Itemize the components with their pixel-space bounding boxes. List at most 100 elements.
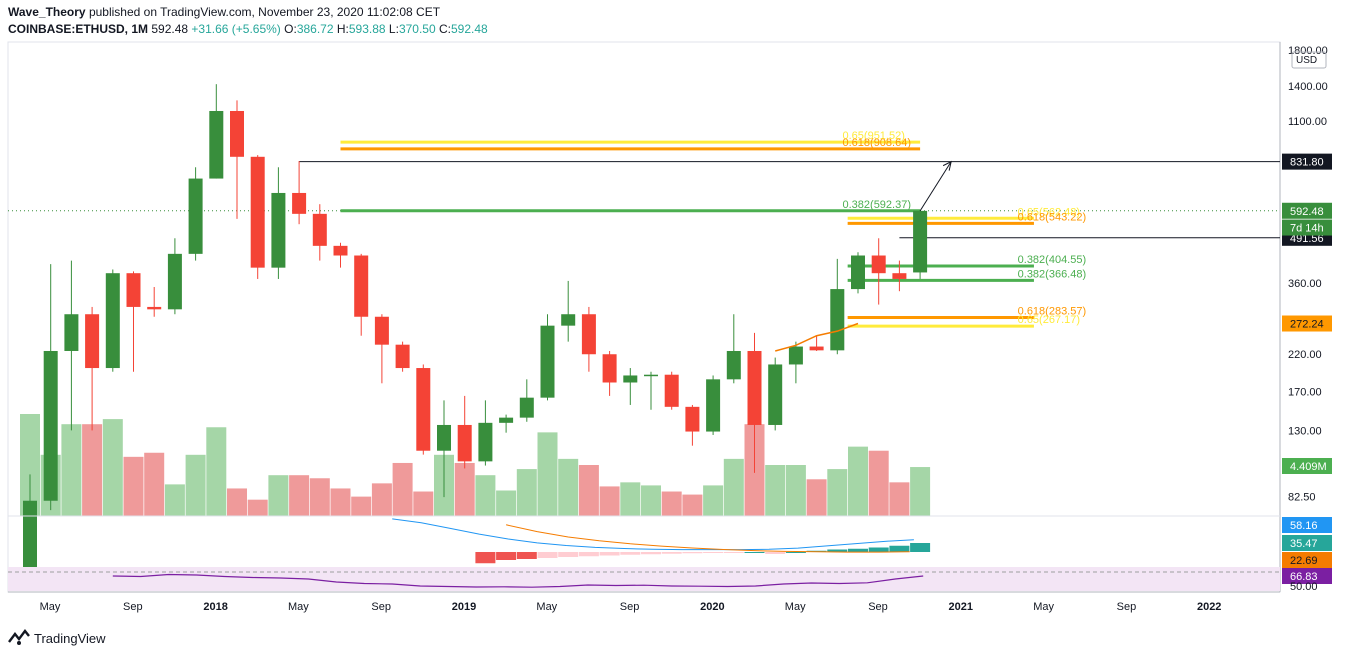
y-tick-label: 82.50: [1288, 491, 1316, 503]
macd-signal-line: [505, 524, 910, 553]
volume-bar: [578, 465, 599, 516]
candle-body: [685, 406, 700, 432]
macd-histogram-bar: [641, 552, 661, 555]
y-tick-label: 130.00: [1288, 425, 1322, 437]
candle-body: [374, 316, 389, 345]
volume-bar: [268, 475, 289, 516]
candle-body: [126, 273, 141, 307]
x-tick-label: Sep: [371, 601, 391, 613]
hist-tag: 22.69: [1290, 555, 1318, 567]
candle-body: [540, 325, 555, 398]
author-name[interactable]: Wave_Theory: [8, 5, 86, 19]
tradingview-brand[interactable]: TradingView: [8, 629, 106, 647]
candle-body: [292, 192, 307, 214]
candle-body: [64, 314, 79, 351]
candle-body: [209, 110, 224, 179]
price-chart[interactable]: 0.65(951.52)0.618(908.64) 0.382(592.37) 0.…: [0, 0, 1348, 626]
candle-body: [830, 289, 845, 351]
candle-body: [437, 424, 451, 451]
fib-level-label: 0.618(543.22): [1018, 211, 1087, 223]
volume-bar: [806, 479, 827, 516]
macd-histogram-bar: [703, 552, 724, 553]
volume-tag: 4.409M: [1290, 461, 1327, 473]
candle-body: [768, 364, 783, 425]
tradingview-logo-icon: [8, 629, 30, 645]
candle-body: [623, 375, 638, 383]
y-tick-label: 170.00: [1288, 387, 1322, 399]
volume-bar: [910, 467, 931, 516]
low-label: L:: [388, 22, 399, 36]
candle-body: [892, 273, 907, 279]
macd-histogram-bar: [682, 552, 703, 554]
high-label: H:: [336, 22, 349, 36]
moving-average-line: [775, 322, 859, 352]
macd-histogram-bar: [744, 552, 765, 553]
x-tick-label: May: [40, 601, 61, 613]
x-tick-label: 2022: [1197, 601, 1221, 613]
candle-body: [788, 346, 803, 365]
candle-body: [851, 255, 865, 290]
projection-arrowhead: [942, 160, 952, 171]
fib-level-label: 0.382(366.48): [1018, 268, 1087, 280]
volume-bar: [723, 458, 744, 516]
volume-bar: [392, 462, 413, 516]
candle-body: [85, 314, 100, 369]
y-tick-label: 1100.00: [1288, 116, 1327, 128]
macd-histogram-bar: [516, 552, 537, 559]
y-tick-label: 1800.00: [1288, 45, 1328, 57]
candle-body: [809, 346, 824, 351]
ma-price-tag-bg: [1282, 315, 1332, 332]
candle-body: [644, 374, 658, 377]
volume-bar: [309, 478, 330, 516]
volume-bar: [330, 488, 351, 516]
fib-level-label: 0.65(951.52): [843, 130, 905, 142]
volume-bar: [475, 475, 496, 516]
close-value: 592.48: [450, 22, 488, 36]
candle-body: [664, 374, 679, 407]
brand-label: TradingView: [34, 630, 106, 646]
x-tick-label: May: [536, 601, 557, 613]
candle-body: [747, 350, 762, 425]
candle-body: [167, 253, 182, 310]
x-tick-label: 2018: [203, 601, 227, 613]
volume-bar: [61, 424, 82, 516]
volume-bar: [413, 491, 434, 516]
candle-body: [706, 379, 721, 432]
candle-body: [23, 500, 37, 569]
level-price-tag-bg: [1282, 153, 1332, 170]
macd-histogram-bar: [558, 552, 579, 557]
rsi-tag-bg: [1282, 568, 1332, 584]
macd-histogram-bar: [889, 545, 910, 552]
macd-histogram-bar: [910, 543, 931, 552]
rsi-lower-label: 50.00: [1290, 581, 1318, 593]
candle-body: [250, 156, 265, 268]
volume-bar: [496, 490, 517, 516]
x-tick-label: May: [288, 601, 309, 613]
volume-bar: [558, 458, 579, 516]
candle-body: [312, 213, 327, 246]
x-tick-label: May: [1033, 601, 1054, 613]
volume-bar: [82, 424, 103, 516]
volume-bar: [227, 488, 247, 516]
candle-body: [457, 424, 472, 462]
macd-histogram-bar: [785, 552, 806, 553]
y-tick-label: 1400.00: [1288, 81, 1328, 93]
candle-body: [188, 178, 203, 254]
volume-bar: [703, 485, 724, 516]
rsi-line: [112, 573, 924, 588]
level-price-tag: 831.80: [1290, 157, 1324, 169]
fib-level-label: 0.382(404.55): [1018, 254, 1087, 266]
volume-bar: [289, 475, 310, 516]
close-label: C:: [438, 22, 451, 36]
macd-histogram-bar: [827, 549, 848, 552]
macd-histogram-bar: [620, 552, 641, 555]
candle-body: [871, 255, 886, 274]
symbol-label[interactable]: COINBASE:ETHUSD, 1M: [8, 22, 149, 36]
x-tick-label: Sep: [868, 601, 888, 613]
fib-level-label: 0.382(592.37): [843, 199, 912, 211]
candle-body: [43, 350, 58, 501]
x-tick-label: Sep: [1117, 601, 1137, 613]
y-currency-label: USD: [1296, 55, 1317, 66]
low-value: 370.50: [398, 22, 436, 36]
volume-bar: [827, 469, 848, 516]
